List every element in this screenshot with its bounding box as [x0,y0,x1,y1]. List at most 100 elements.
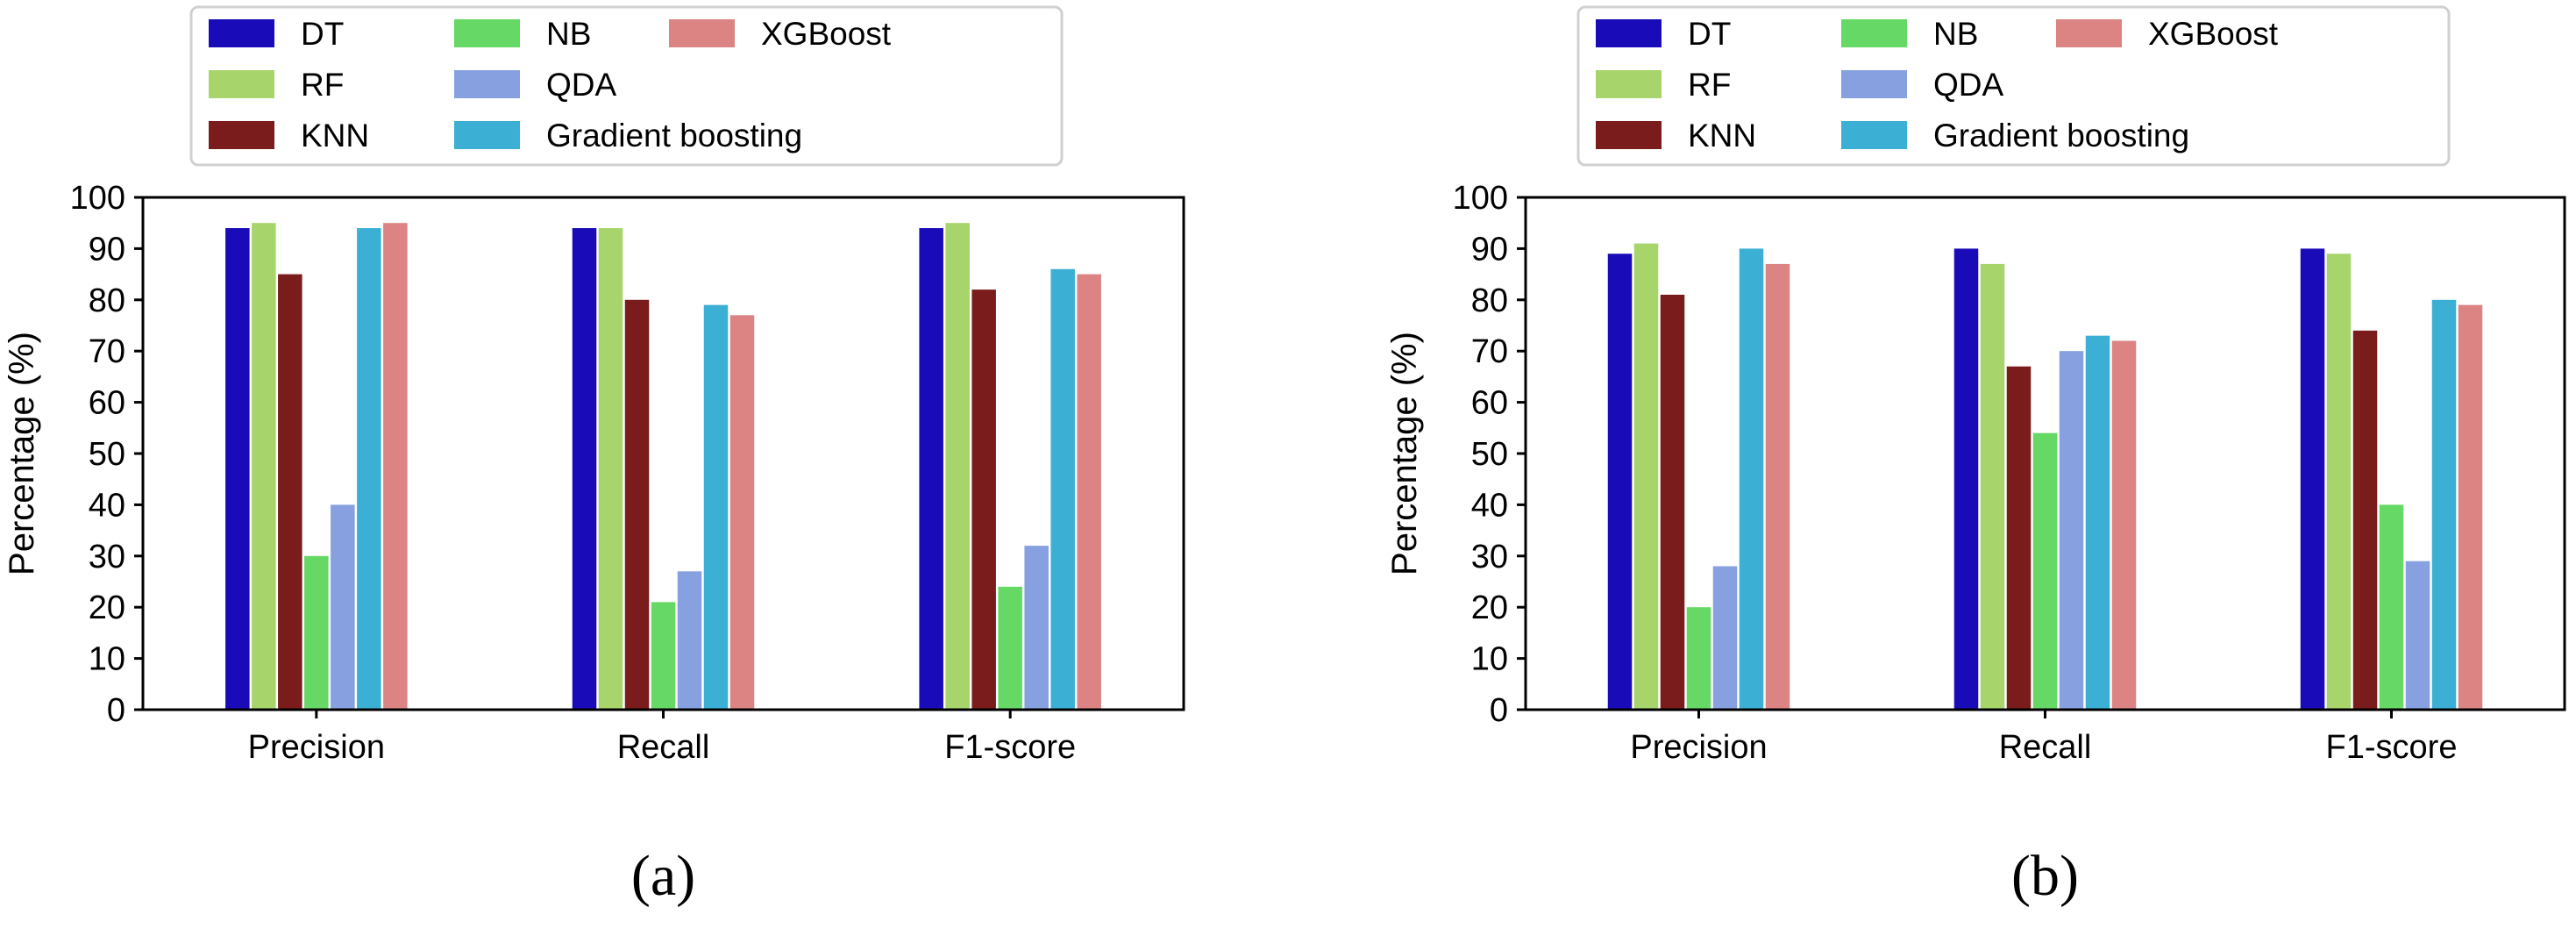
legend: DT RF KNN NB QDA Gradient boosting XGBoost [189,5,1064,167]
legend-label: KNN [1688,118,1756,154]
bar-gradient-boosting-f1-score [2431,299,2457,710]
chart-panel-1: Precision Recall F1-score 0 10 20 30 40 50 60 70 80… [3,5,1185,908]
bar-xgboost-f1-score [1077,274,1101,710]
bar-gradient-boosting-precision [1739,248,1764,710]
legend-swatch-knn [1596,121,1662,149]
bar-qda-recall [2059,351,2084,710]
y-tick-label: 50 [1471,436,1508,473]
bar-dt-f1-score [919,228,943,710]
bar-xgboost-recall [2111,340,2137,710]
bars [1607,243,2483,710]
y-tick-label: 80 [89,282,125,319]
y-tick-label: 0 [107,692,125,729]
legend-swatch-knn [209,121,274,149]
legend-label: RF [301,67,344,103]
x-tick-label: Precision [248,729,385,766]
legend-label: Gradient boosting [546,118,802,154]
legend-swatch-qda [454,70,520,98]
panel-label: (b) [2011,844,2079,908]
bar-qda-f1-score [2405,561,2430,710]
legend-swatch-gradient-boosting [1841,121,1907,149]
bar-nb-precision [1686,607,1711,710]
legend-label: XGBoost [761,16,892,52]
bar-qda-precision [331,504,355,710]
y-axis-label: Percentage (%) [3,332,41,575]
y-tick-label: 20 [1471,590,1508,626]
bar-rf-f1-score [945,223,970,710]
x-tick-label: F1-score [944,729,1076,766]
legend-label: Gradient boosting [1933,118,2189,154]
legend-swatch-qda [1841,70,1907,98]
bar-xgboost-f1-score [2458,304,2483,710]
bar-nb-f1-score [998,586,1022,710]
x-tick-label: Precision [1630,729,1767,766]
bar-dt-f1-score [2300,248,2325,710]
bar-gradient-boosting-precision [357,228,381,710]
bar-nb-recall [2032,432,2058,710]
legend-label: RF [1688,67,1731,103]
y-tick-label: 60 [1471,385,1508,422]
chart-panel-2: Precision Recall F1-score 0 10 20 30 40 50 60 70 80… [1385,5,2566,908]
y-tick-label: 90 [89,231,125,268]
bar-xgboost-recall [729,315,755,710]
legend-swatch-nb [454,19,520,47]
bar-rf-f1-score [2326,254,2352,710]
legend: DT RF KNN NB QDA Gradient boosting XGBoost [1576,5,2451,167]
y-tick-label: 40 [89,487,125,524]
bar-qda-recall [677,571,702,710]
legend-label: NB [546,16,591,52]
bar-rf-precision [252,223,276,710]
legend-swatch-rf [209,70,274,98]
bar-knn-recall [2006,366,2032,710]
y-tick-label: 10 [1471,641,1508,678]
x-tick-label: F1-score [2326,729,2458,766]
legend-swatch-gradient-boosting [454,121,520,149]
y-tick-label: 30 [89,539,125,575]
legend-swatch-xgboost [669,19,735,47]
legend-label: KNN [301,118,369,154]
bar-knn-precision [278,274,302,710]
bar-qda-precision [1712,566,1738,710]
bar-knn-recall [624,299,650,710]
legend-swatch-xgboost [2056,19,2122,47]
bar-dt-recall [572,228,597,710]
legend-label: NB [1933,16,1978,52]
bar-xgboost-precision [383,223,408,710]
legend-label: QDA [546,67,617,103]
bar-knn-precision [1660,294,1685,710]
bar-knn-f1-score [2352,330,2378,710]
legend-box [1576,5,2451,167]
y-tick-label: 20 [89,590,125,626]
y-tick-label: 30 [1471,539,1508,575]
panel-label: (a) [631,844,695,908]
bar-rf-recall [1980,263,2005,710]
bar-rf-recall [598,228,623,710]
bar-gradient-boosting-recall [703,304,729,710]
bar-gradient-boosting-recall [2085,335,2110,710]
y-tick-label: 10 [89,641,125,678]
bar-gradient-boosting-f1-score [1050,268,1075,710]
y-tick-label: 100 [70,180,125,217]
legend-swatch-nb [1841,19,1907,47]
bar-dt-precision [1607,254,1633,710]
legend-swatch-rf [1596,70,1662,98]
bar-rf-precision [1633,243,1659,710]
legend-label: QDA [1933,67,2004,103]
bar-nb-precision [304,555,329,710]
bar-xgboost-precision [1765,263,1790,710]
y-tick-label: 60 [89,385,125,422]
bar-nb-f1-score [2379,504,2404,710]
x-tick-label: Recall [617,729,710,766]
legend-box [189,5,1064,167]
bars [225,223,1101,710]
legend-swatch-dt [1596,19,1662,47]
y-tick-label: 70 [1471,333,1508,370]
legend-label: DT [301,16,344,52]
y-tick-label: 70 [89,333,125,370]
bar-dt-precision [225,228,250,710]
bar-nb-recall [651,602,676,710]
bar-knn-f1-score [971,289,996,710]
y-axis-label: Percentage (%) [1385,332,1424,575]
legend-swatch-dt [209,19,274,47]
